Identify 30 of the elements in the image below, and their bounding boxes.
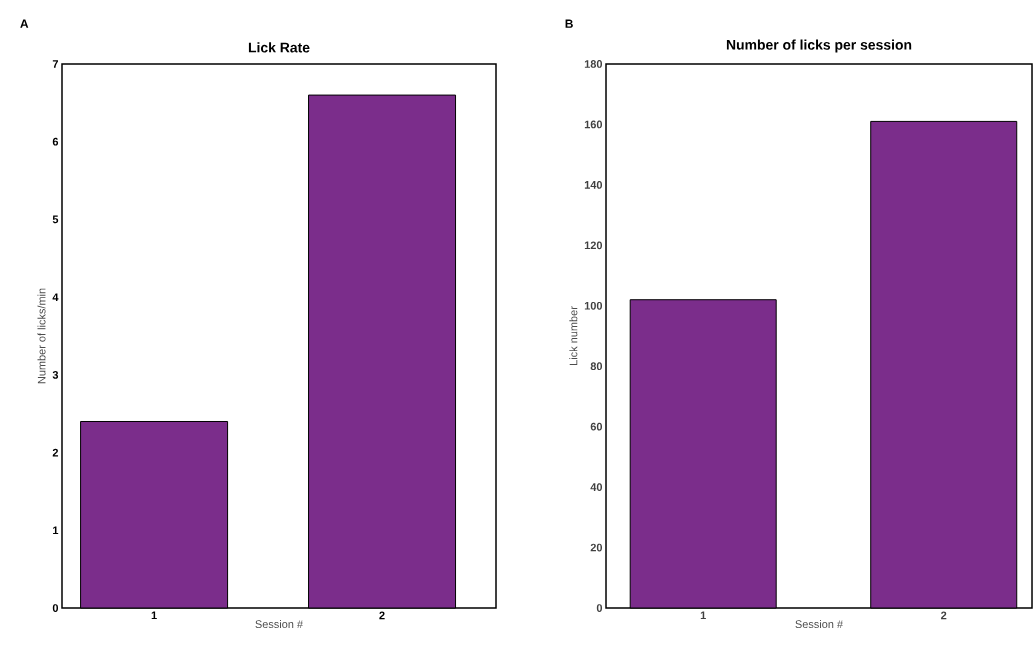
y-tick-label: 0 bbox=[52, 604, 59, 612]
y-axis-title: Number of licks/min bbox=[37, 288, 46, 384]
y-tick-label: 5 bbox=[52, 215, 59, 224]
y-tick-label: 20 bbox=[590, 543, 603, 552]
y-axis-title: Lick number bbox=[569, 306, 578, 365]
text: A bbox=[20, 19, 29, 28]
x-axis-title: Session # bbox=[255, 620, 303, 629]
y-tick-label: 60 bbox=[590, 422, 603, 431]
x-tick-label: 1 bbox=[151, 611, 157, 620]
y-tick-label: 40 bbox=[590, 483, 603, 491]
y-tick-label: 4 bbox=[52, 293, 59, 301]
chart-title: Lick Rate bbox=[248, 42, 310, 53]
y-tick-label: 6 bbox=[52, 137, 59, 146]
x-tick-label: 2 bbox=[379, 611, 385, 620]
y-tick-label: 3 bbox=[52, 370, 59, 379]
x-tick-label: 2 bbox=[941, 611, 947, 620]
y-tick-label: 100 bbox=[584, 301, 603, 310]
y-tick-label: 1 bbox=[53, 526, 59, 535]
chart-title: Number of licks per session bbox=[726, 39, 912, 53]
y-tick-label: 140 bbox=[584, 181, 603, 189]
text: B bbox=[565, 19, 573, 28]
x-tick-label: 1 bbox=[700, 611, 706, 620]
x-axis-title: Session # bbox=[795, 620, 843, 629]
y-tick-label: 120 bbox=[584, 241, 603, 250]
y-tick-label: 0 bbox=[596, 604, 603, 612]
y-tick-label: 180 bbox=[584, 60, 603, 68]
y-tick-label: 160 bbox=[584, 120, 603, 129]
y-tick-label: 2 bbox=[52, 448, 59, 457]
y-tick-label: 80 bbox=[590, 362, 603, 371]
y-tick-label: 7 bbox=[52, 60, 58, 68]
